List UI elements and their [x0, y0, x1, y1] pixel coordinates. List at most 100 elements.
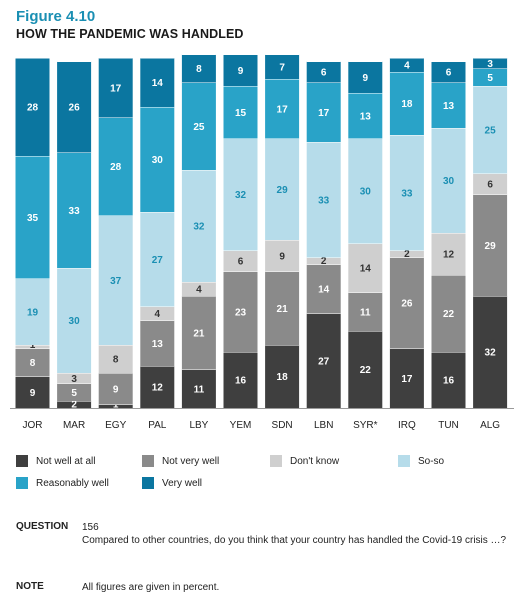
data-label: 4: [404, 61, 410, 72]
bar-segment: [306, 313, 341, 408]
x-tick-label: EGY: [105, 420, 126, 431]
bar-segment: [223, 138, 258, 251]
data-label: 8: [196, 64, 202, 75]
data-label: 32: [235, 190, 247, 201]
data-label: 30: [360, 187, 372, 198]
data-label: 1: [113, 400, 119, 411]
data-label: 2: [71, 400, 77, 411]
bar-segment: [431, 275, 466, 352]
data-label: 29: [277, 185, 289, 196]
bar-segment: [57, 61, 92, 153]
data-label: 9: [238, 66, 244, 77]
bar-segment: [348, 243, 383, 293]
bar-segment: [431, 61, 466, 83]
bar-segment: [306, 257, 341, 265]
bar-segment: [140, 107, 175, 212]
bar-segment: [265, 54, 300, 79]
x-tick-label: SDN: [272, 420, 293, 431]
data-label: 4: [196, 285, 202, 296]
bar-segment: [389, 135, 424, 251]
bar-stack-lbn: 27 14 2 33 17 6: [306, 61, 341, 408]
legend-item-so-so: So-so: [398, 455, 444, 467]
bar-segment: [140, 212, 175, 307]
data-label: 6: [238, 257, 244, 268]
legend-item-not-well-at-all: Not well at all: [16, 455, 95, 467]
bar-segment: [98, 373, 133, 405]
legend-label: Very well: [162, 477, 203, 489]
bar-segment: [181, 296, 216, 370]
legend-item-dont-know: Don't know: [270, 455, 339, 467]
bar-segment: [223, 54, 258, 86]
x-tick-label: JOR: [23, 420, 43, 431]
chart-title: HOW THE PANDEMIC WAS HANDLED: [16, 27, 244, 41]
data-label: 14: [152, 78, 164, 89]
data-label: 30: [152, 155, 164, 166]
bar-segment: [473, 86, 508, 174]
bar-segment: [431, 233, 466, 275]
data-label: 14: [360, 264, 372, 275]
x-tick-label: TUN: [438, 420, 459, 431]
bar-segment: [57, 373, 92, 384]
legend-label: Reasonably well: [36, 477, 109, 489]
data-label: 7: [279, 62, 285, 73]
data-label: 9: [279, 251, 285, 262]
question-key: QUESTION: [16, 521, 69, 532]
data-label: 30: [69, 316, 81, 327]
bar-segment: [15, 345, 50, 349]
bar-segment: [265, 138, 300, 240]
data-label: 17: [401, 374, 413, 385]
data-label: 28: [27, 103, 39, 114]
x-tick-label: YEM: [230, 420, 252, 431]
data-label: 21: [193, 328, 205, 339]
legend-label: Not well at all: [36, 455, 96, 467]
bar-segment: [98, 58, 133, 118]
bar-stack-syr: 22 11 14 30 13 9: [348, 61, 383, 408]
data-label: 22: [360, 365, 372, 376]
data-label: 26: [69, 103, 81, 114]
bar-segment: [348, 61, 383, 93]
data-label: 9: [113, 384, 119, 395]
data-label: 18: [277, 372, 289, 383]
question-text: Compared to other countries, do you thin…: [82, 535, 507, 546]
bar-segment: [265, 345, 300, 408]
figure-label: Figure 4.10: [16, 8, 96, 25]
bar-segment: [389, 58, 424, 72]
data-label: 33: [69, 206, 81, 217]
bar-segment: [15, 58, 50, 156]
bar-stack-egy: 1 9 8 37 28 17: [98, 57, 133, 411]
bar-segment: [431, 352, 466, 408]
bar-segment: [473, 173, 508, 195]
data-label: 32: [485, 348, 497, 359]
data-label: 33: [318, 195, 330, 206]
data-label: 13: [360, 111, 372, 122]
data-label: 8: [30, 358, 36, 369]
data-label: 21: [277, 304, 289, 315]
bar-segment: [15, 376, 50, 408]
data-label: 35: [27, 213, 39, 224]
bar-segment: [306, 142, 341, 258]
bar-segment: [15, 348, 50, 377]
bar-segment: [98, 345, 133, 373]
data-label: 2: [404, 249, 410, 260]
bar-segment: [348, 292, 383, 331]
bar-stack-jor: 9 8 1 19 35 28: [15, 57, 50, 408]
bar-segment: [431, 128, 466, 233]
bar-segment: [306, 264, 341, 314]
bar-segment: [140, 306, 175, 321]
data-label: 16: [443, 376, 455, 387]
x-tick-label: LBY: [189, 420, 208, 431]
legend-item-very-well: Very well: [142, 477, 202, 489]
question-body: 156 Compared to other countries, do you …: [82, 521, 522, 547]
bar-stack-mar: 25 3 30 33 26: [57, 61, 92, 411]
data-label: 17: [277, 104, 289, 115]
bar-segment: [431, 82, 466, 128]
data-label: 5: [487, 73, 493, 84]
data-label: 4: [155, 309, 161, 320]
data-label: 25: [193, 122, 205, 133]
bar-segment: [223, 250, 258, 272]
bar-segment: [140, 366, 175, 408]
bar-stack-alg: 32 29 6 25 5 3: [473, 57, 508, 408]
data-label: 1: [30, 340, 36, 351]
bar-segment: [57, 268, 92, 373]
data-label: 19: [27, 307, 39, 318]
